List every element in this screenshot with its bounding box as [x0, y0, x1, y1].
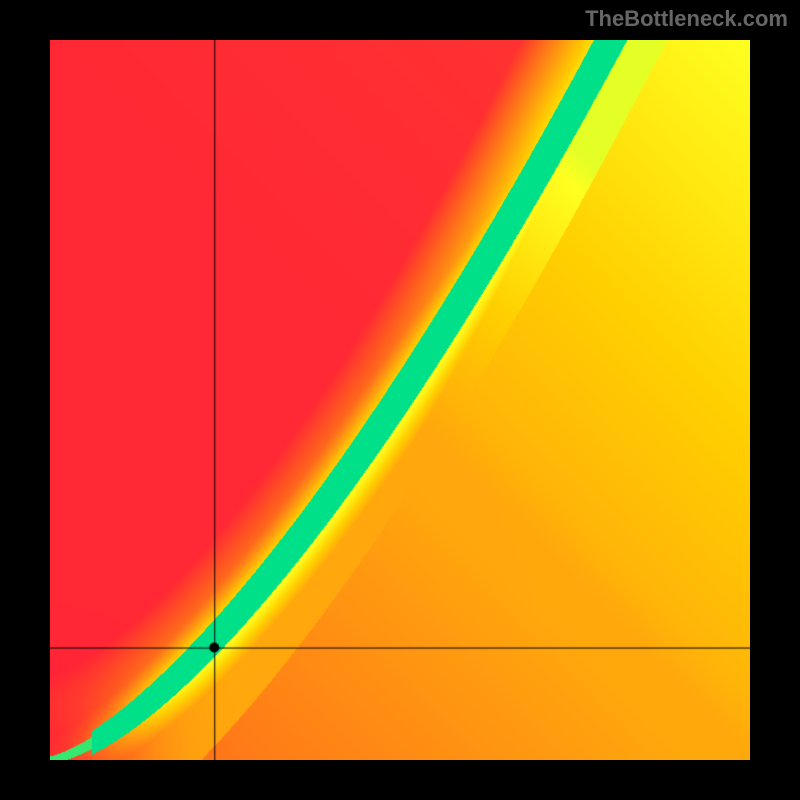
heatmap-plot: [50, 40, 750, 760]
watermark-text: TheBottleneck.com: [585, 6, 788, 32]
heatmap-canvas: [50, 40, 750, 760]
chart-container: TheBottleneck.com: [0, 0, 800, 800]
